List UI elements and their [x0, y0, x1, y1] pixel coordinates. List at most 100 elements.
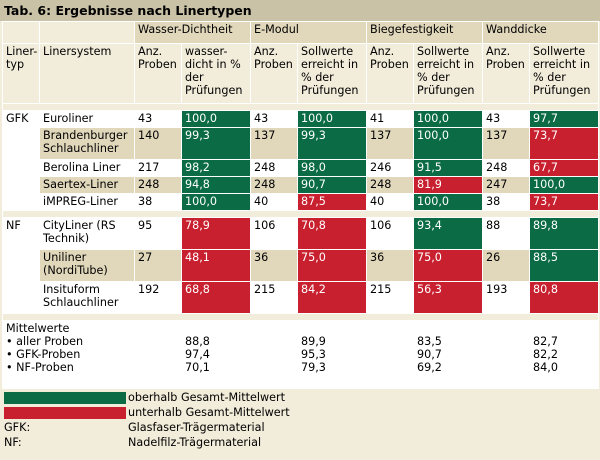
- mean-value: 82,7: [533, 335, 558, 348]
- liner-name: Uniliner (NordiTube): [39, 249, 135, 282]
- mean-value: 83,5: [417, 335, 442, 348]
- cell-value: 43: [134, 110, 182, 128]
- cell-value: 100,0: [180, 193, 252, 211]
- cell-value: 73,7: [529, 127, 600, 160]
- liner-name: iMPREG-Liner: [39, 193, 135, 211]
- mittelwerte-wand: 82,7 82,2 84,0: [529, 320, 600, 389]
- cell-value: 90,7: [297, 176, 368, 194]
- header-row-groups: Wasser-Dichtheit E-Modul Biegefestigkeit…: [2, 21, 600, 44]
- cell-value: 40: [366, 193, 415, 211]
- mittelwerte-emodul: 89,9 95,3 79,3: [297, 320, 368, 389]
- nf-desc: Nadelfilz-Trägermaterial: [128, 436, 262, 449]
- cell-value: 75,0: [297, 249, 368, 282]
- mean-value: 95,3: [301, 348, 326, 361]
- cell-value: 99,3: [297, 127, 368, 160]
- cell-value: 67,7: [529, 159, 600, 177]
- liner-name: CityLiner (RS Technik): [39, 217, 135, 250]
- cell-value: 98,0: [297, 159, 368, 177]
- group-label-nf: NF: [2, 217, 40, 314]
- table-row: NF CityLiner (RS Technik) 95 78,9 106 70…: [2, 217, 600, 314]
- cell-value: 248: [482, 159, 531, 177]
- mean-value: 88,8: [185, 335, 210, 348]
- col-header-anz: Anz. Proben: [250, 43, 299, 104]
- group-label-gfk: GFK: [2, 110, 40, 211]
- cell-value: 217: [134, 159, 182, 177]
- col-header-liner-typ: Liner-typ: [2, 43, 40, 104]
- cell-value: 248: [134, 176, 182, 194]
- cell-value: 193: [482, 281, 531, 314]
- table-title: Tab. 6: Ergebnisse nach Linertypen: [0, 0, 600, 21]
- liner-name: Berolina Liner: [39, 159, 135, 177]
- cell-value: 81,9: [413, 176, 484, 194]
- cell-value: 73,7: [529, 193, 600, 211]
- legend-below: unterhalb Gesamt-Mittelwert: [4, 405, 596, 420]
- cell-value: 48,1: [180, 249, 252, 282]
- cell-value: 98,2: [180, 159, 252, 177]
- legend-above-label: oberhalb Gesamt-Mittelwert: [128, 391, 286, 404]
- mean-value: 97,4: [185, 348, 210, 361]
- cell-value: 36: [250, 249, 299, 282]
- cell-value: 38: [482, 193, 531, 211]
- cell-value: 78,9: [180, 217, 252, 250]
- col-header-anz: Anz. Proben: [134, 43, 182, 104]
- cell-value: 137: [250, 127, 299, 160]
- cell-value: 100,0: [297, 110, 368, 128]
- group-header-emodul: E-Modul: [250, 21, 368, 44]
- gfk-abbr: GFK:: [4, 421, 31, 434]
- col-header-sollwerte: Sollwerte erreicht in % der Prüfungen: [413, 43, 484, 104]
- cell-value: 70,8: [297, 217, 368, 250]
- legend-above: oberhalb Gesamt-Mittelwert: [4, 390, 596, 405]
- col-header-anz: Anz. Proben: [366, 43, 415, 104]
- cell-value: 26: [482, 249, 531, 282]
- table-row: Berolina Liner 217 98,2 248 98,0 246 91,…: [3, 159, 600, 177]
- mean-value: 79,3: [301, 361, 326, 374]
- cell-value: 89,8: [529, 217, 600, 250]
- cell-value: 99,3: [180, 127, 252, 160]
- group-header-wasser: Wasser-Dichtheit: [133, 21, 252, 44]
- cell-value: 93,4: [413, 217, 484, 250]
- cell-value: 87,5: [297, 193, 368, 211]
- header-row-sub: Liner-typ Linersystem Anz. Proben wasser…: [2, 43, 600, 104]
- mean-value: 69,2: [417, 361, 442, 374]
- cell-value: 100,0: [413, 193, 484, 211]
- mean-value: 82,2: [533, 348, 558, 361]
- results-table: Wasser-Dichtheit E-Modul Biegefestigkeit…: [1, 21, 600, 389]
- cell-value: 88: [482, 217, 531, 250]
- table-row: iMPREG-Liner 38 100,0 40 87,5 40 100,0 3…: [3, 193, 600, 211]
- cell-value: 27: [134, 249, 182, 282]
- cell-value: 40: [250, 193, 299, 211]
- cell-value: 100,0: [529, 176, 600, 194]
- mittelwerte-labels: Mittelwerte • aller Proben • GFK-Proben …: [2, 320, 135, 389]
- cell-value: 88,5: [529, 249, 600, 282]
- cell-value: 140: [134, 127, 182, 160]
- cell-value: 41: [366, 110, 415, 128]
- mittelwerte-row: Mittelwerte • aller Proben • GFK-Proben …: [2, 320, 600, 389]
- cell-value: 36: [366, 249, 415, 282]
- liner-name: Saertex-Liner: [39, 176, 135, 194]
- cell-value: 106: [250, 217, 299, 250]
- mittelwerte-biege: 83,5 90,7 69,2: [413, 320, 484, 389]
- cell-value: 97,7: [529, 110, 600, 128]
- cell-value: 75,0: [413, 249, 484, 282]
- mean-value: 90,7: [417, 348, 442, 361]
- cell-value: 100,0: [413, 110, 484, 128]
- cell-value: 246: [366, 159, 415, 177]
- col-header-wasser-dicht: wasser-dicht in % der Prüfungen: [180, 43, 252, 104]
- cell-value: 137: [482, 127, 531, 160]
- cell-value: 43: [482, 110, 531, 128]
- liner-name: Insituform Schlauchliner: [39, 281, 135, 314]
- mittelwerte-label: • NF-Proben: [6, 361, 74, 374]
- table-row: Insituform Schlauchliner 192 68,8 215 84…: [3, 281, 600, 314]
- cell-value: 80,8: [529, 281, 600, 314]
- cell-value: 84,2: [297, 281, 368, 314]
- red-swatch: [4, 406, 126, 419]
- cell-value: 215: [366, 281, 415, 314]
- mittelwerte-wasser: 88,8 97,4 70,1: [180, 320, 252, 389]
- group-header-biege: Biegefestigkeit: [366, 21, 484, 44]
- green-swatch: [4, 391, 126, 404]
- cell-value: 248: [250, 159, 299, 177]
- cell-value: 106: [366, 217, 415, 250]
- cell-value: 137: [366, 127, 415, 160]
- cell-value: 94,8: [180, 176, 252, 194]
- gfk-desc: Glasfaser-Trägermaterial: [128, 421, 265, 434]
